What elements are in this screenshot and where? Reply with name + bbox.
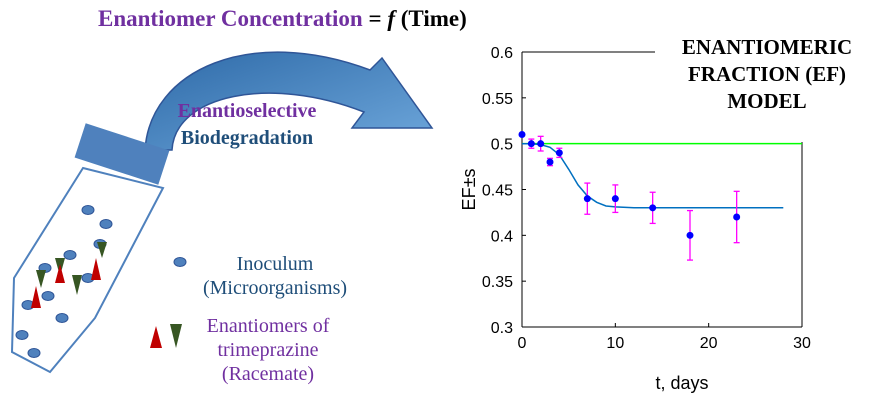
- data-point: [649, 204, 657, 212]
- x-tick-label: 20: [700, 335, 718, 352]
- legend-green-enantiomer-icon: [170, 324, 182, 348]
- y-axis-title: EF±s: [459, 169, 479, 211]
- data-point: [611, 195, 619, 203]
- legend-inoculum-line2: (Microorganisms): [202, 277, 348, 299]
- model-title-line1: ENANTIOMERIC: [681, 35, 853, 59]
- x-tick-label: 0: [518, 335, 527, 352]
- model-title: ENANTIOMERIC FRACTION (EF) MODEL: [652, 34, 881, 115]
- headline-function: f: [387, 6, 395, 31]
- process-label-line2: Biodegradation: [180, 127, 314, 149]
- data-point: [555, 149, 563, 157]
- y-tick-label: 0.4: [491, 228, 513, 245]
- ef-chart: 0 10 20 30 0.3 0.35 0.4 0.45 0.5 0.55 0.6 t, days EF…: [459, 45, 811, 393]
- process-label: Enantioselective Biodegradation: [172, 98, 322, 152]
- legend-inoculum-line1: Inoculum: [236, 253, 314, 275]
- data-point: [537, 140, 545, 148]
- y-tick-label: 0.3: [491, 320, 513, 337]
- legend-enantiomers-line2: trimeprazine: [217, 339, 319, 361]
- headline-equals: =: [362, 6, 388, 31]
- headline-equation: Enantiomer Concentration = f (Time): [98, 6, 467, 32]
- test-tube-icon: [10, 123, 170, 374]
- x-axis-title: t, days: [655, 373, 708, 393]
- data-point: [733, 213, 741, 221]
- legend-enantiomers-line1: Enantiomers of: [206, 315, 330, 337]
- data-point: [546, 158, 554, 166]
- legend-inoculum-icon: [173, 257, 187, 267]
- y-tick-label: 0.55: [482, 91, 513, 108]
- y-tick-label: 0.6: [491, 45, 513, 62]
- y-tick-label: 0.35: [482, 274, 513, 291]
- y-tick-label: 0.5: [491, 137, 513, 154]
- data-point: [518, 131, 526, 138]
- x-tick-label: 10: [606, 335, 624, 352]
- x-tick-label: 30: [793, 335, 811, 352]
- y-tick-label: 0.45: [482, 183, 513, 200]
- fit-curve: [522, 142, 784, 209]
- headline-concentration: Enantiomer Concentration: [98, 6, 363, 31]
- data-point: [686, 231, 694, 239]
- legend-enantiomers: Enantiomers of trimeprazine (Racemate): [188, 314, 348, 386]
- legend-inoculum: Inoculum (Microorganisms): [190, 252, 360, 300]
- process-label-line1: Enantioselective: [177, 100, 317, 122]
- data-point: [527, 140, 535, 148]
- enantiomer-triangles: [31, 242, 107, 308]
- legend-enantiomers-line3: (Racemate): [221, 363, 315, 385]
- legend-red-enantiomer-icon: [150, 326, 162, 348]
- data-point: [583, 195, 591, 203]
- headline-time: (Time): [394, 6, 467, 31]
- model-title-line2: FRACTION (EF): [687, 62, 847, 86]
- model-title-line3: MODEL: [727, 89, 807, 113]
- curved-arrow-icon: [144, 51, 434, 151]
